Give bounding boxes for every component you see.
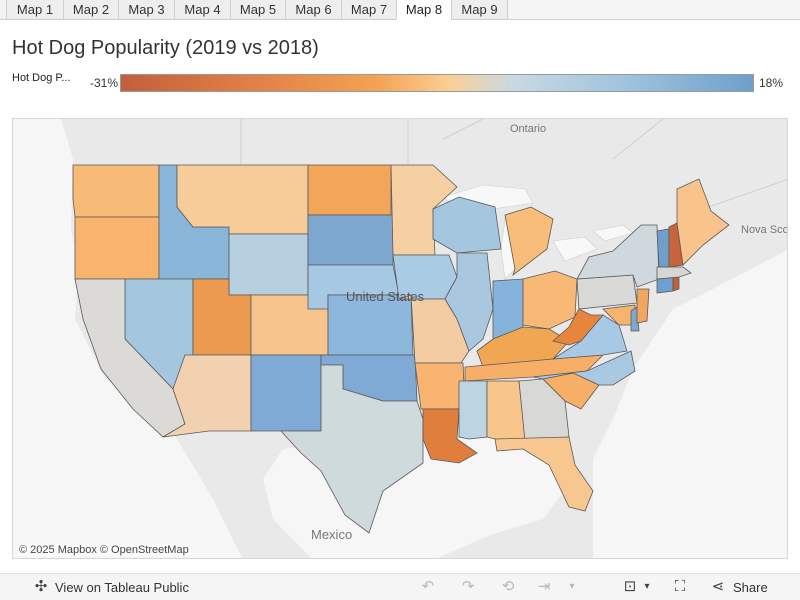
tableau-logo-icon[interactable]: ✣ [34,578,48,595]
place-label-mexico: Mexico [311,527,352,542]
legend-color-ramp[interactable] [120,74,754,92]
map-attribution[interactable]: © 2025 Mapbox © OpenStreetMap [17,544,191,556]
revert-icon[interactable]: ⟲ [501,578,515,595]
state-illinois[interactable]: Illinois [444,252,494,352]
state-mississippi[interactable]: Mississippi [458,380,488,440]
tab-map-4[interactable]: Map 4 [174,0,231,20]
state-montana[interactable]: Montana [176,164,309,235]
state-massachusetts[interactable]: Massachusetts [656,266,692,280]
chevron-down-icon[interactable]: ▾ [569,581,575,592]
state-wyoming[interactable]: Wyoming [228,233,309,296]
page-title: Hot Dog Popularity (2019 vs 2018) [12,37,319,59]
map-canvas: Washington Oregon Idaho Montana Wyoming … [13,119,788,558]
state-south-dakota[interactable]: South Dakota [307,214,394,266]
state-new-mexico[interactable]: New Mexico [250,354,322,432]
state-rhode-island[interactable]: Rhode Island [672,276,680,292]
undo-icon[interactable]: ↶ [421,578,435,595]
atlantic-ocean [593,250,787,558]
state-kansas[interactable]: Kansas [327,294,414,356]
tab-map-3[interactable]: Map 3 [118,0,175,20]
tab-map-6[interactable]: Map 6 [285,0,342,20]
state-west-virginia[interactable]: West Virginia [552,308,604,346]
tab-bar-filler [507,0,800,19]
tab-map-9[interactable]: Map 9 [451,0,508,20]
us-states-layer: Washington Oregon Idaho Montana Wyoming … [72,164,730,534]
state-michigan[interactable]: Michigan [504,206,554,277]
redo-icon[interactable]: ↷ [461,578,475,595]
lake-erie [552,236,598,262]
state-north-dakota[interactable]: North Dakota [307,164,392,216]
pacific-ocean [13,119,243,558]
view-on-tableau-public-link[interactable]: View on Tableau Public [55,580,189,595]
tableau-toolbar: ✣ View on Tableau Public ↶ ↷ ⟲ ⇥ ▾ ⊡ ▾ ⛶… [0,573,800,600]
state-georgia[interactable]: Georgia [518,378,570,442]
place-label-nova-scotia: Nova Scot [741,224,788,236]
tab-map-2[interactable]: Map 2 [63,0,119,20]
state-maine[interactable]: Maine [676,178,730,266]
province-borders [240,119,787,210]
state-alabama[interactable]: Alabama [486,380,526,440]
state-vermont[interactable]: Vermont [656,228,670,268]
place-label-ontario: Ontario [510,123,546,135]
state-pennsylvania[interactable]: Pennsylvania [576,274,638,310]
state-florida[interactable]: Florida [494,436,594,512]
choropleth-map[interactable]: Washington Oregon Idaho Montana Wyoming … [12,118,788,559]
tab-map-1[interactable]: Map 1 [6,0,64,20]
state-arkansas[interactable]: Arkansas [414,362,466,410]
legend-label: Hot Dog P... [12,72,71,84]
state-washington[interactable]: Washington [72,164,160,218]
tab-map-7[interactable]: Map 7 [341,0,397,20]
fullscreen-icon[interactable]: ⛶ [674,578,686,595]
tab-map-5[interactable]: Map 5 [230,0,286,20]
state-connecticut[interactable]: Connecticut [656,276,674,294]
download-icon[interactable]: ⊡ [623,578,637,595]
place-label-united-states: United States [346,289,425,304]
share-button[interactable]: Share [733,580,768,595]
tab-map-8[interactable]: Map 8 [396,0,452,20]
share-icon[interactable]: ⋖ [711,578,725,595]
state-wisconsin[interactable]: Wisconsin [432,196,502,254]
refresh-icon[interactable]: ⇥ [537,578,551,595]
state-new-jersey[interactable]: New Jersey [636,288,650,324]
download-chevron-down-icon[interactable]: ▾ [644,581,650,592]
state-north-carolina[interactable]: North Carolina [532,350,636,386]
state-oregon[interactable]: Oregon [74,216,160,280]
legend-max-label: 18% [759,76,784,90]
sheet-tab-bar: Map 1 Map 2 Map 3 Map 4 Map 5 Map 6 Map … [0,0,800,20]
legend-min-label: -31% [89,76,118,90]
